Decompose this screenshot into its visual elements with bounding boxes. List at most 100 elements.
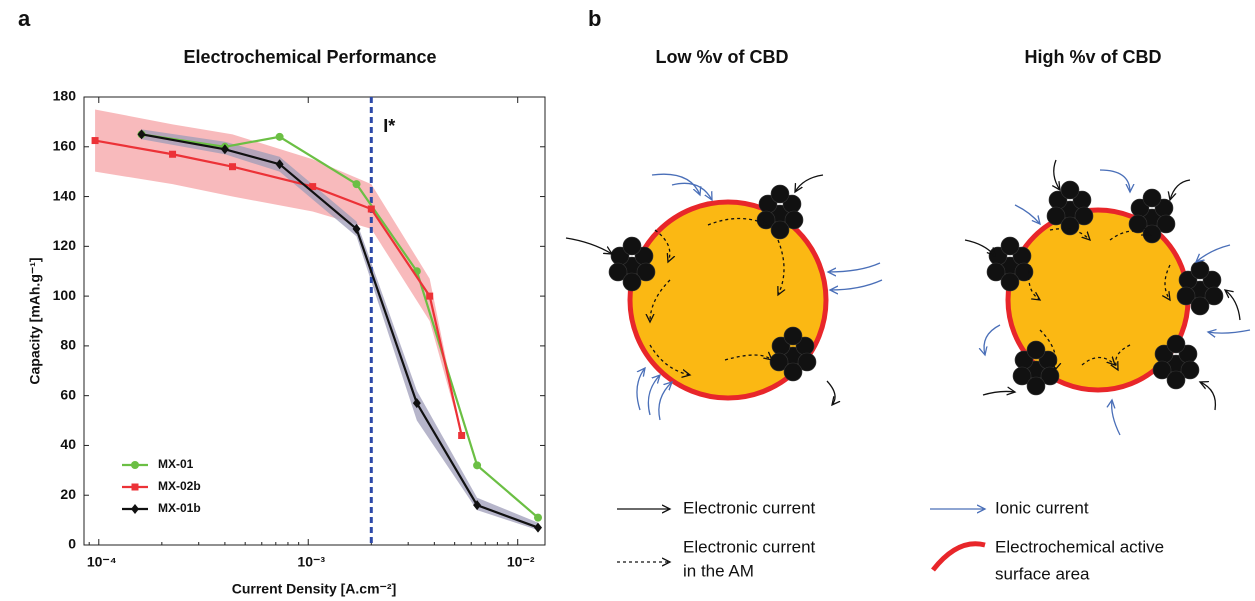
arrow — [671, 182, 712, 200]
point — [220, 144, 229, 155]
legend-text: Electrochemical active — [995, 537, 1164, 556]
x-axis-label: Current Density [A.cm⁻²] — [232, 581, 397, 597]
x-tick-label: 10⁻³ — [297, 554, 325, 570]
carbon-particle — [1046, 206, 1066, 226]
carbon-particle — [1156, 214, 1176, 234]
arrow — [984, 324, 1001, 355]
point — [275, 159, 284, 170]
point — [169, 150, 177, 158]
arrow — [650, 279, 671, 322]
diagram — [565, 159, 1251, 436]
panel-label: b — [588, 6, 601, 31]
point — [473, 500, 482, 511]
legend-label: MX-02b — [158, 479, 201, 493]
point — [91, 137, 99, 145]
arrow — [707, 219, 768, 226]
point — [352, 223, 361, 234]
arrow — [1208, 330, 1251, 333]
carbon-particle — [1166, 370, 1186, 390]
carbon-particle — [1074, 206, 1094, 226]
x-tick-label: 10⁻² — [507, 554, 535, 570]
y-axis-label: Capacity [mAh.g⁻¹] — [27, 257, 43, 384]
arrow — [565, 237, 612, 254]
legend-text: Electronic current — [683, 537, 816, 556]
carbon-particle — [1012, 366, 1032, 386]
y-tick-label: 20 — [60, 486, 76, 502]
carbon-particle — [1180, 360, 1200, 380]
carbon-particle — [1152, 360, 1172, 380]
y-tick-label: 160 — [53, 137, 77, 153]
carbon-particle — [1142, 188, 1162, 208]
y-tick-label: 60 — [60, 386, 76, 402]
arrow — [654, 229, 670, 262]
carbon-particle — [1142, 224, 1162, 244]
legend-marker — [131, 504, 139, 514]
y-tick-label: 100 — [53, 287, 77, 303]
arrow — [828, 262, 881, 272]
arrow — [1165, 264, 1170, 300]
legend-label: MX-01b — [158, 501, 201, 515]
point — [309, 183, 317, 191]
arrow — [636, 368, 645, 411]
arrow — [830, 279, 883, 290]
y-tick-label: 0 — [68, 536, 76, 552]
arrow — [1014, 204, 1040, 224]
carbon-particle — [1060, 216, 1080, 236]
arrow — [1054, 159, 1060, 190]
carbon-particle — [1000, 272, 1020, 292]
point — [533, 522, 542, 533]
point — [412, 398, 421, 409]
legend-marker — [131, 483, 139, 491]
carbon-particle — [1166, 334, 1186, 354]
carbon-particle — [1060, 180, 1080, 200]
arrow — [1200, 382, 1217, 411]
carbon-particle — [622, 236, 642, 256]
arrow — [647, 375, 660, 416]
legend-text: surface area — [995, 564, 1090, 583]
arrow — [1099, 169, 1130, 192]
arrow — [658, 382, 672, 421]
carbon-particle — [1000, 236, 1020, 256]
arrow — [826, 380, 835, 405]
carbon-particle — [783, 362, 803, 382]
carbon-particle — [783, 326, 803, 346]
arrow — [1225, 290, 1241, 321]
point — [367, 205, 375, 213]
arrow — [651, 173, 700, 195]
carbon-particle — [1176, 286, 1196, 306]
carbon-particle — [1190, 296, 1210, 316]
plot: 0 20 40 60 80 100 120 140 160 180 10⁻⁴ 10⁻³ 10⁻² I* MX… — [53, 88, 546, 570]
carbon-particle — [636, 262, 656, 282]
carbon-particle — [1190, 260, 1210, 280]
y-tick-label: 140 — [53, 187, 77, 203]
legend-marker — [131, 461, 139, 469]
legend-text: Ionic current — [995, 498, 1089, 517]
arrow — [1039, 329, 1056, 370]
arrow — [1170, 179, 1191, 200]
carbon-particle — [770, 220, 790, 240]
diagram-title: Low %v of CBD — [656, 47, 789, 67]
point — [137, 129, 146, 140]
point — [458, 431, 466, 439]
carbon-particle — [770, 184, 790, 204]
carbon-particle — [608, 262, 628, 282]
arrow — [964, 239, 995, 256]
y-tick-label: 40 — [60, 436, 76, 452]
legend-text: in the AM — [683, 561, 754, 580]
arrow — [1112, 400, 1121, 436]
y-tick-label: 180 — [53, 88, 77, 104]
carbon-particle — [769, 352, 789, 372]
carbon-particle — [1026, 376, 1046, 396]
carbon-particle — [1014, 262, 1034, 282]
point — [533, 513, 542, 522]
carbon-particle — [1026, 340, 1046, 360]
arrow — [795, 174, 824, 192]
carbon-particle — [1204, 286, 1224, 306]
arrow — [1196, 244, 1231, 262]
arrow — [1081, 358, 1115, 366]
band — [141, 129, 538, 531]
point — [275, 132, 284, 141]
carbon-particle — [1040, 366, 1060, 386]
carbon-particle — [622, 272, 642, 292]
